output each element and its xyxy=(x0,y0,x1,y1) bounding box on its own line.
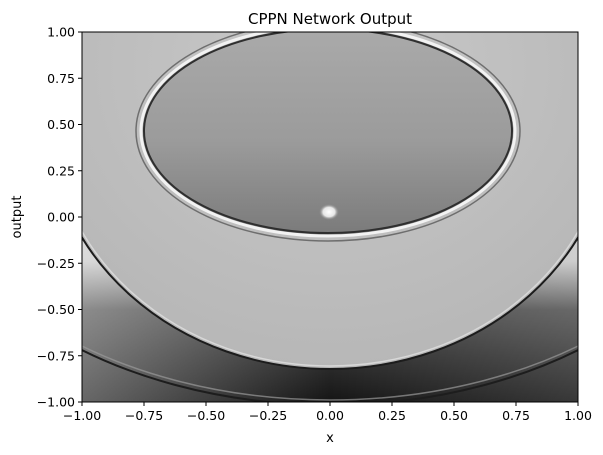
y-tick-label: 0.00 xyxy=(47,210,75,225)
x-tick-label: 0.25 xyxy=(378,408,406,423)
y-tick-label: 0.75 xyxy=(47,71,75,86)
x-axis-label: x xyxy=(326,431,334,446)
y-axis: −1.00 −0.75 −0.50 −0.25 0.00 0.25 0.50 0.75 1.00 xyxy=(37,25,82,410)
x-tick-label: −0.50 xyxy=(187,408,225,423)
y-tick-label: −0.75 xyxy=(37,348,75,363)
y-tick-label: 0.50 xyxy=(47,117,75,132)
x-tick-label: 0.00 xyxy=(316,408,344,423)
y-tick-label: −1.00 xyxy=(37,395,75,410)
x-tick-label: 0.75 xyxy=(502,408,530,423)
y-tick-label: −0.50 xyxy=(37,302,75,317)
heatmap-image xyxy=(82,32,578,402)
x-tick-label: −0.75 xyxy=(125,408,163,423)
x-tick-label: 0.50 xyxy=(440,408,468,423)
y-tick-label: 0.25 xyxy=(47,163,75,178)
x-axis: −1.00 −0.75 −0.50 −0.25 0.00 0.25 0.50 0.75 1.00 xyxy=(63,402,592,423)
y-tick-label: −0.25 xyxy=(37,256,75,271)
x-tick-label: −1.00 xyxy=(63,408,101,423)
y-tick-label: 1.00 xyxy=(47,25,75,40)
x-tick-label: −0.25 xyxy=(249,408,287,423)
chart-title: CPPN Network Output xyxy=(248,10,412,28)
x-tick-label: 1.00 xyxy=(564,408,592,423)
y-axis-label: output xyxy=(10,196,25,239)
